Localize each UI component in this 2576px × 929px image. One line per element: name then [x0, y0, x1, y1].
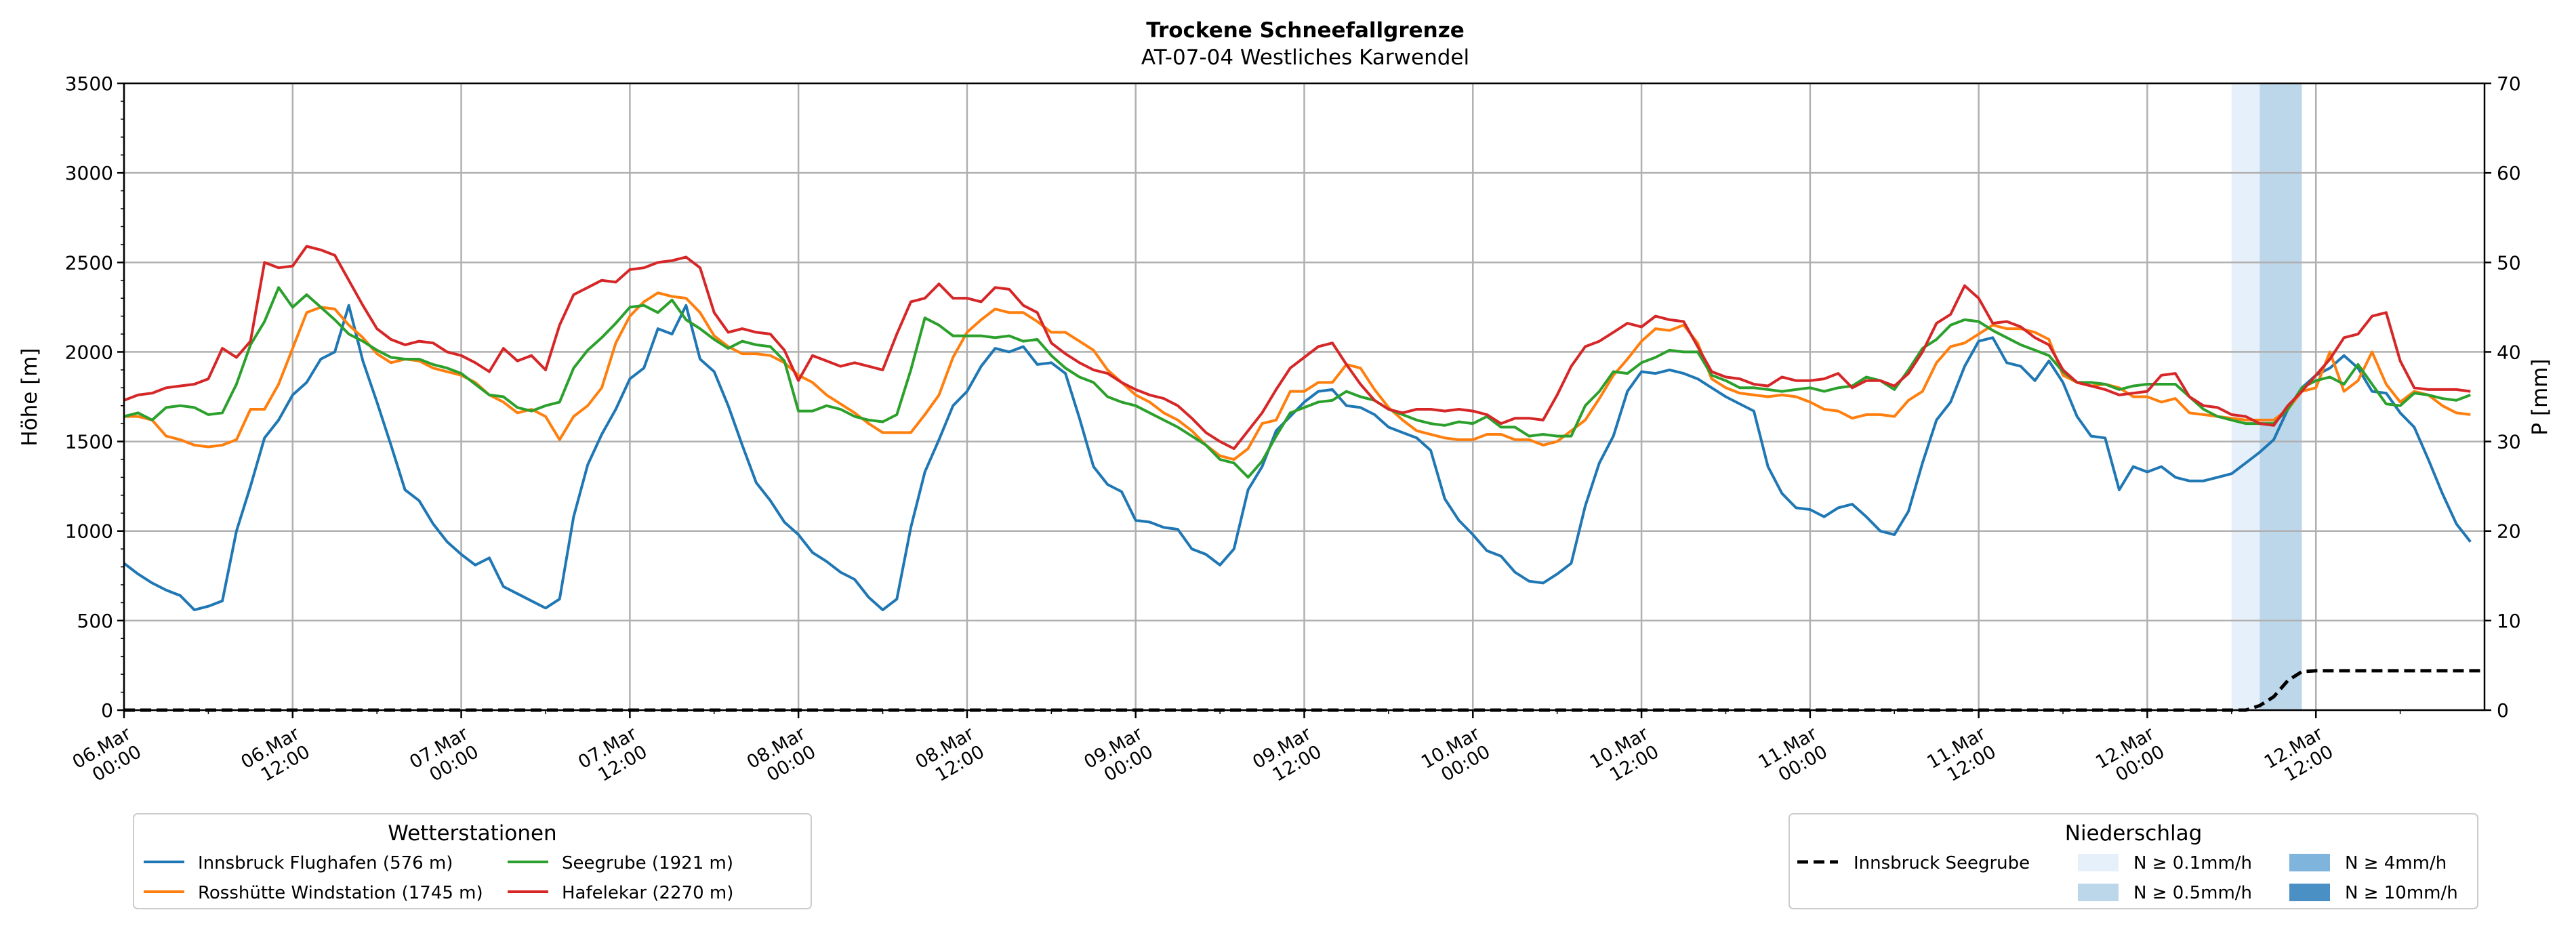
- y-tick-label: 3000: [65, 162, 113, 184]
- y2-tick-label: 50: [2497, 251, 2521, 274]
- x-tick-label: 09.Mar12:00: [1249, 723, 1326, 791]
- y2-tick-label: 70: [2497, 73, 2521, 95]
- legend-precip-swatch: [2078, 884, 2119, 901]
- chart-subtitle: AT-07-04 Westliches Karwendel: [1141, 45, 1469, 70]
- x-tick-label: 07.Mar12:00: [575, 723, 651, 791]
- legend-label: Innsbruck Flughafen (576 m): [198, 853, 453, 873]
- y2-tick-label: 20: [2497, 520, 2521, 543]
- legend-stations: Wetterstationen Innsbruck Flughafen (576…: [133, 813, 812, 909]
- y2-tick-label: 40: [2497, 341, 2521, 363]
- series-line: [123, 304, 2472, 611]
- y2-tick-label: 10: [2497, 610, 2521, 632]
- x-tick-label: 07.Mar00:00: [406, 723, 483, 791]
- series-line: [124, 291, 2471, 461]
- y-tick-label: 1000: [65, 520, 113, 543]
- y2-tick-label: 30: [2497, 431, 2521, 453]
- legend-precip: Niederschlag Innsbruck Seegrube N ≥ 0.1m…: [1788, 813, 2478, 909]
- x-tick-label: 10.Mar12:00: [1587, 723, 1663, 791]
- x-tick-label: 12.Mar00:00: [2092, 723, 2169, 791]
- legend-precip-line-label: Innsbruck Seegrube: [1854, 853, 2030, 873]
- x-tick-label: 12.Mar12:00: [2261, 723, 2337, 791]
- legend-precip-label: N ≥ 0.5mm/h: [2133, 883, 2252, 903]
- legend-precip-swatch: [2289, 854, 2330, 871]
- legend-label: Seegrube (1921 m): [562, 853, 733, 873]
- y-axis-label: Höhe [m]: [18, 348, 42, 446]
- y-tick-label: 500: [77, 610, 113, 632]
- legend-label: Rosshütte Windstation (1745 m): [198, 883, 483, 903]
- legend-precip-label: N ≥ 4mm/h: [2345, 853, 2447, 873]
- axes: 0 500 1000 1500 2000 2500 3000 3500 0 10 20 30 40 50 6…: [65, 73, 2521, 791]
- y-tick-label: 2000: [65, 341, 113, 363]
- y2-tick-label: 0: [2497, 699, 2509, 722]
- legend-precip-label: N ≥ 10mm/h: [2345, 883, 2458, 903]
- x-tick-label: 06.Mar12:00: [237, 723, 314, 791]
- x-tick-label: 06.Mar00:00: [69, 723, 146, 791]
- legend-precip-swatch: [2078, 854, 2119, 871]
- y2-axis-label: P [mm]: [2528, 358, 2552, 435]
- x-tick-label: 11.Mar00:00: [1755, 723, 1832, 791]
- x-tick-label: 09.Mar00:00: [1080, 723, 1157, 791]
- series-line: [123, 245, 2471, 451]
- grid-lines: [123, 82, 2485, 711]
- precipitation-bands: [2231, 83, 2302, 710]
- x-tick-label: 10.Mar00:00: [1418, 723, 1494, 791]
- y-tick-label: 2500: [65, 251, 113, 274]
- x-tick-label: 08.Mar00:00: [743, 723, 820, 791]
- legend-precip-swatch: [2289, 884, 2330, 901]
- x-tick-label: 08.Mar12:00: [912, 723, 989, 791]
- legend-label: Hafelekar (2270 m): [562, 883, 733, 903]
- y-tick-label: 3500: [65, 73, 113, 95]
- y2-tick-label: 60: [2497, 162, 2521, 184]
- legend-stations-title: Wetterstationen: [388, 821, 556, 846]
- series-lines: [123, 245, 2485, 712]
- chart-title: Trockene Schneefallgrenze: [1146, 18, 1465, 43]
- legend-precip-label: N ≥ 0.1mm/h: [2133, 853, 2252, 873]
- precip-band: [2231, 83, 2260, 710]
- y-tick-label: 1500: [65, 431, 113, 453]
- legend-precip-title: Niederschlag: [2065, 821, 2203, 846]
- x-tick-label: 11.Mar12:00: [1923, 723, 2000, 791]
- y-tick-label: 0: [101, 699, 113, 722]
